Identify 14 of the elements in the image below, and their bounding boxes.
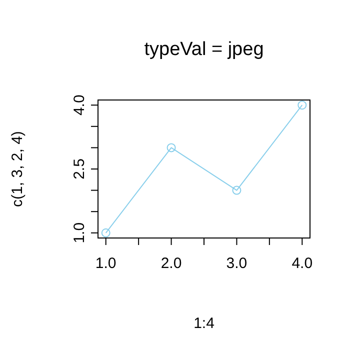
x-axis-title: 1:4 bbox=[194, 315, 214, 332]
x-tick-label: 2.0 bbox=[160, 255, 182, 272]
y-tick-label: 1.0 bbox=[71, 222, 88, 244]
chart-title: typeVal = jpeg bbox=[144, 39, 264, 60]
x-tick-label: 4.0 bbox=[292, 255, 313, 272]
x-tick-label: 1.0 bbox=[95, 255, 116, 272]
x-tick-label: 3.0 bbox=[226, 255, 248, 272]
point bbox=[232, 186, 242, 195]
point bbox=[166, 143, 176, 152]
y-axis-title: c(1, 3, 2, 4) bbox=[9, 131, 26, 207]
y-tick-label: 4.0 bbox=[71, 94, 88, 116]
point bbox=[298, 100, 307, 110]
point bbox=[101, 228, 110, 238]
y-tick-label: 2.5 bbox=[71, 158, 88, 180]
